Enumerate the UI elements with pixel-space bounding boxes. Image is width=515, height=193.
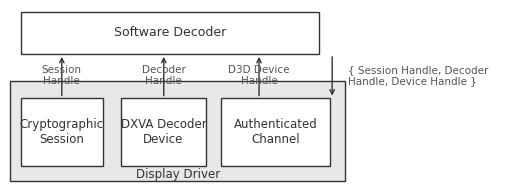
Text: Session
Handle: Session Handle: [42, 65, 82, 86]
Bar: [221, 98, 330, 166]
Bar: [10, 81, 345, 181]
Text: Software Decoder: Software Decoder: [114, 26, 226, 39]
Text: { Session Handle, Decoder
Handle, Device Handle }: { Session Handle, Decoder Handle, Device…: [348, 65, 488, 86]
Text: Display Driver: Display Driver: [135, 168, 220, 181]
Text: DXVA Decoder
Device: DXVA Decoder Device: [121, 118, 207, 146]
Text: D3D Device
Handle: D3D Device Handle: [228, 65, 290, 86]
Bar: [121, 98, 206, 166]
Bar: [21, 98, 103, 166]
Text: Authenticated
Channel: Authenticated Channel: [234, 118, 317, 146]
Text: Cryptographic
Session: Cryptographic Session: [20, 118, 104, 146]
Bar: [21, 12, 319, 54]
Text: Decoder
Handle: Decoder Handle: [142, 65, 186, 86]
